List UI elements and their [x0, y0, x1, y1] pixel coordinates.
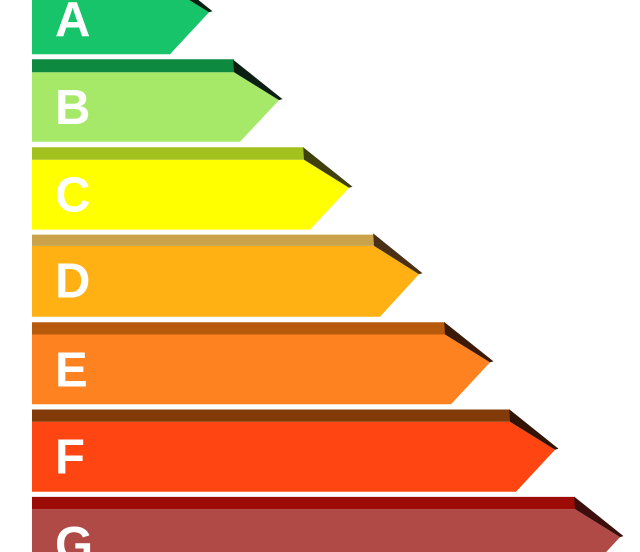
- svg-text:A: A: [55, 0, 90, 47]
- svg-text:G: G: [55, 518, 93, 552]
- svg-text:D: D: [55, 255, 90, 309]
- svg-text:C: C: [55, 169, 90, 223]
- svg-text:B: B: [55, 81, 90, 135]
- svg-text:F: F: [55, 431, 85, 485]
- svg-text:E: E: [55, 343, 88, 397]
